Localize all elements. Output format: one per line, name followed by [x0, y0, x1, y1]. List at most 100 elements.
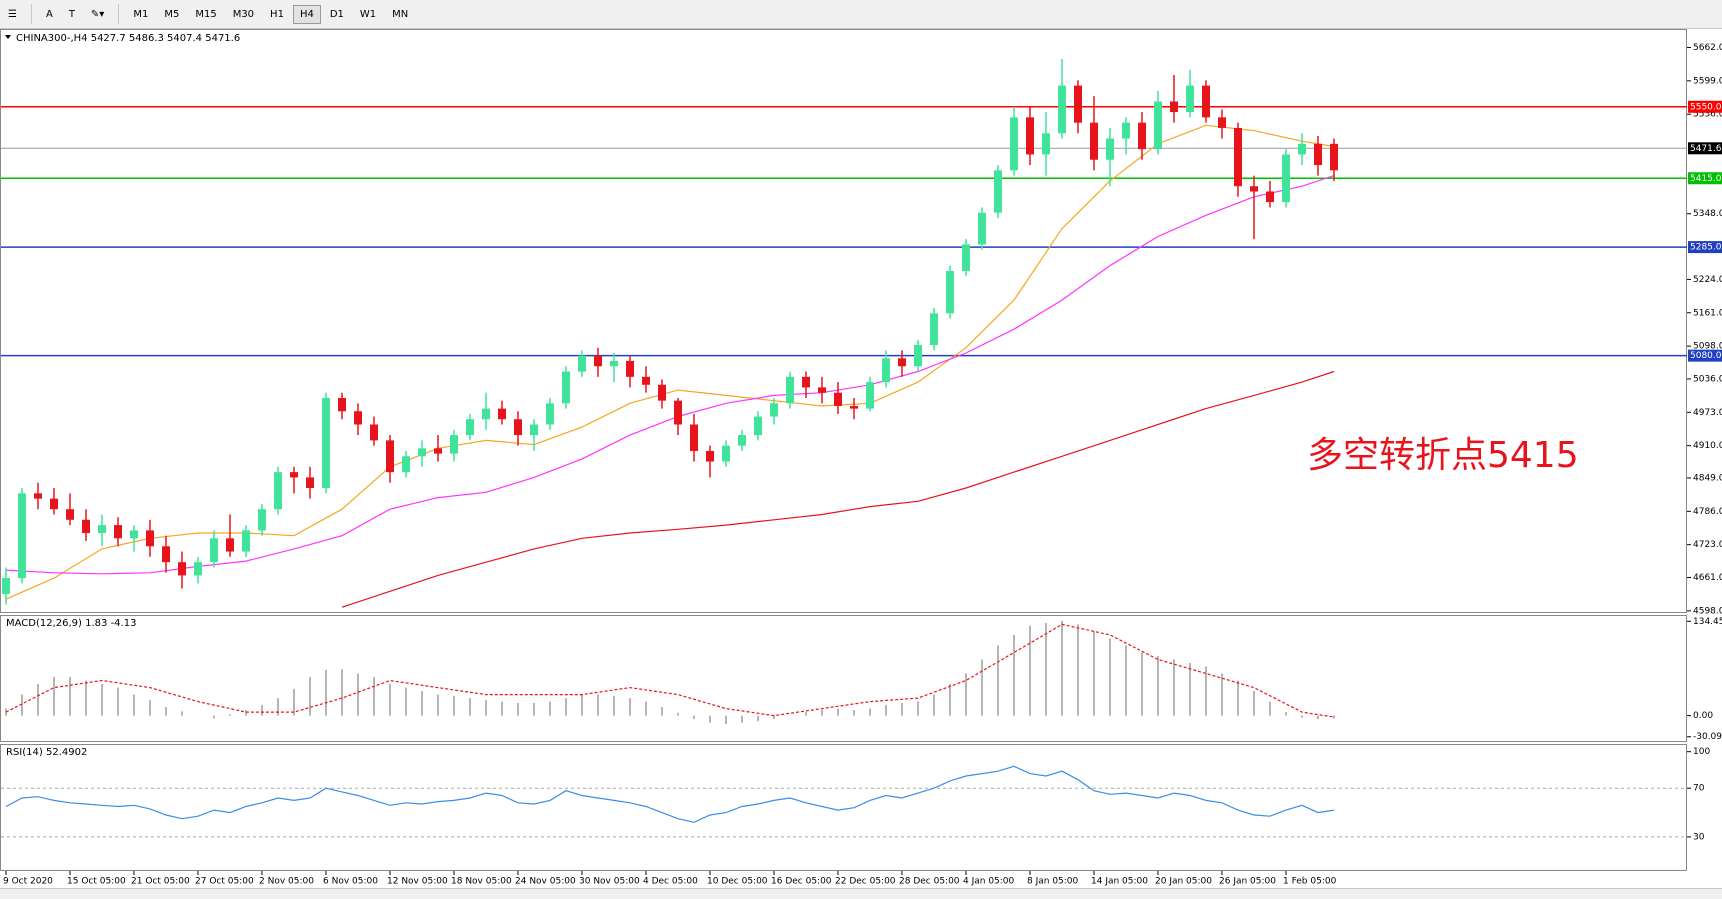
candle-body: [674, 400, 682, 425]
candle-body: [1106, 138, 1114, 160]
candle-body: [1026, 117, 1034, 155]
level-tag: [1688, 349, 1722, 362]
candle-body: [1250, 186, 1258, 192]
candle-body: [754, 416, 762, 436]
level-tag: [1688, 142, 1722, 155]
candle-body: [850, 405, 858, 409]
candle-body: [1266, 191, 1274, 203]
candle-body: [722, 445, 730, 462]
level-label: 5550.0: [1690, 102, 1722, 112]
timeframe-button[interactable]: H1: [270, 8, 284, 20]
candle-body: [338, 398, 346, 412]
tool-button[interactable]: ☰: [8, 8, 17, 20]
y-tick-label: 4849.0: [1693, 473, 1722, 483]
candle-body: [210, 538, 218, 563]
x-tick-label: 16 Dec 05:00: [771, 877, 832, 887]
chart: CHINA300-,H4 5427.7 5486.3 5407.4 5471.6…: [0, 29, 1722, 887]
candle-body: [1330, 143, 1338, 171]
y-tick-label: 100: [1693, 747, 1710, 757]
text-tool[interactable]: A: [45, 8, 53, 20]
candle-body: [978, 212, 986, 245]
timeframe-button[interactable]: M1: [133, 8, 149, 20]
candle-body: [1218, 117, 1226, 128]
candle-body: [498, 408, 506, 420]
moving-average: [5, 124, 1335, 600]
candle-body: [290, 472, 298, 478]
candle-body: [82, 519, 90, 534]
candle-body: [1282, 154, 1290, 203]
y-tick-label: 5036.0: [1693, 374, 1722, 384]
timeframe-button[interactable]: M30: [232, 8, 255, 20]
y-tick-label: 4973.0: [1693, 408, 1722, 418]
x-tick-label: 26 Jan 05:00: [1219, 877, 1276, 887]
candle-body: [1138, 122, 1146, 150]
candle-body: [50, 498, 58, 510]
candle-body: [530, 424, 538, 436]
chart-title: CHINA300-,H4 5427.7 5486.3 5407.4 5471.6: [16, 33, 240, 44]
x-tick-label: 30 Nov 05:00: [579, 877, 640, 887]
label-tool[interactable]: T: [68, 8, 75, 20]
timeframe-button[interactable]: M15: [195, 8, 217, 20]
candle-body: [466, 419, 474, 436]
candle-body: [578, 355, 586, 372]
candle-body: [242, 530, 250, 552]
y-tick-label: 30: [1693, 832, 1705, 842]
x-tick-label: 22 Dec 05:00: [835, 877, 896, 887]
candle-body: [834, 392, 842, 406]
level-tag: [1688, 172, 1722, 185]
x-tick-label: 18 Nov 05:00: [451, 877, 512, 887]
timeframe-button[interactable]: M5: [164, 8, 180, 20]
y-tick-label: 5161.0: [1693, 308, 1722, 318]
candle-body: [642, 376, 650, 385]
moving-average: [341, 370, 1335, 608]
candle-body: [354, 411, 362, 425]
shapes-tool[interactable]: ✎▾: [90, 8, 105, 20]
candle-body: [1074, 85, 1082, 123]
y-tick-label: 0.00: [1693, 711, 1713, 721]
candle-body: [658, 384, 666, 401]
macd-signal: [5, 623, 1335, 718]
timeframe-button[interactable]: MN: [392, 8, 409, 20]
candle-body: [962, 244, 970, 271]
timeframe-button[interactable]: W1: [359, 8, 377, 20]
x-tick-label: 6 Nov 05:00: [323, 877, 378, 887]
y-tick-label: 5348.0: [1693, 209, 1722, 219]
x-tick-label: 1 Feb 05:00: [1283, 877, 1337, 887]
candle-body: [1122, 122, 1130, 139]
candle-body: [690, 424, 698, 451]
x-tick-label: 4 Dec 05:00: [643, 877, 698, 887]
candle-body: [562, 371, 570, 404]
separator: [118, 4, 120, 24]
y-tick-label: 4598.0: [1693, 606, 1722, 616]
timeframe-button[interactable]: H4: [292, 4, 321, 24]
x-tick-label: 27 Oct 05:00: [195, 877, 254, 887]
status-bar: [0, 888, 1722, 899]
candle-body: [514, 419, 522, 436]
y-tick-label: 5098.0: [1693, 342, 1722, 352]
candle-body: [946, 270, 954, 314]
candle-body: [450, 435, 458, 454]
main-panel: [0, 29, 1687, 613]
rsi-panel: [0, 744, 1687, 871]
timeframe-button[interactable]: D1: [329, 8, 344, 20]
rsi-title: RSI(14) 52.4902: [6, 747, 87, 758]
candle-body: [194, 562, 202, 576]
x-tick-label: 24 Nov 05:00: [515, 877, 576, 887]
level-label: 5415.0: [1690, 174, 1722, 184]
candle-body: [610, 360, 618, 367]
timeframes: M1 M5 M15 M30 H1 H4 D1 W1 MN: [125, 4, 416, 24]
candle-body: [706, 450, 714, 462]
y-tick-label: 5224.0: [1693, 275, 1722, 285]
rsi-line: [5, 765, 1335, 823]
x-tick-label: 10 Dec 05:00: [707, 877, 768, 887]
candle-body: [1042, 133, 1050, 155]
level-label: 5471.6: [1690, 144, 1722, 154]
level-label: 5285.0: [1690, 243, 1722, 253]
candle-body: [1186, 85, 1194, 113]
candle-body: [1202, 85, 1210, 118]
candle-body: [114, 525, 122, 539]
candle-body: [34, 493, 42, 499]
macd-panel: [0, 615, 1687, 742]
